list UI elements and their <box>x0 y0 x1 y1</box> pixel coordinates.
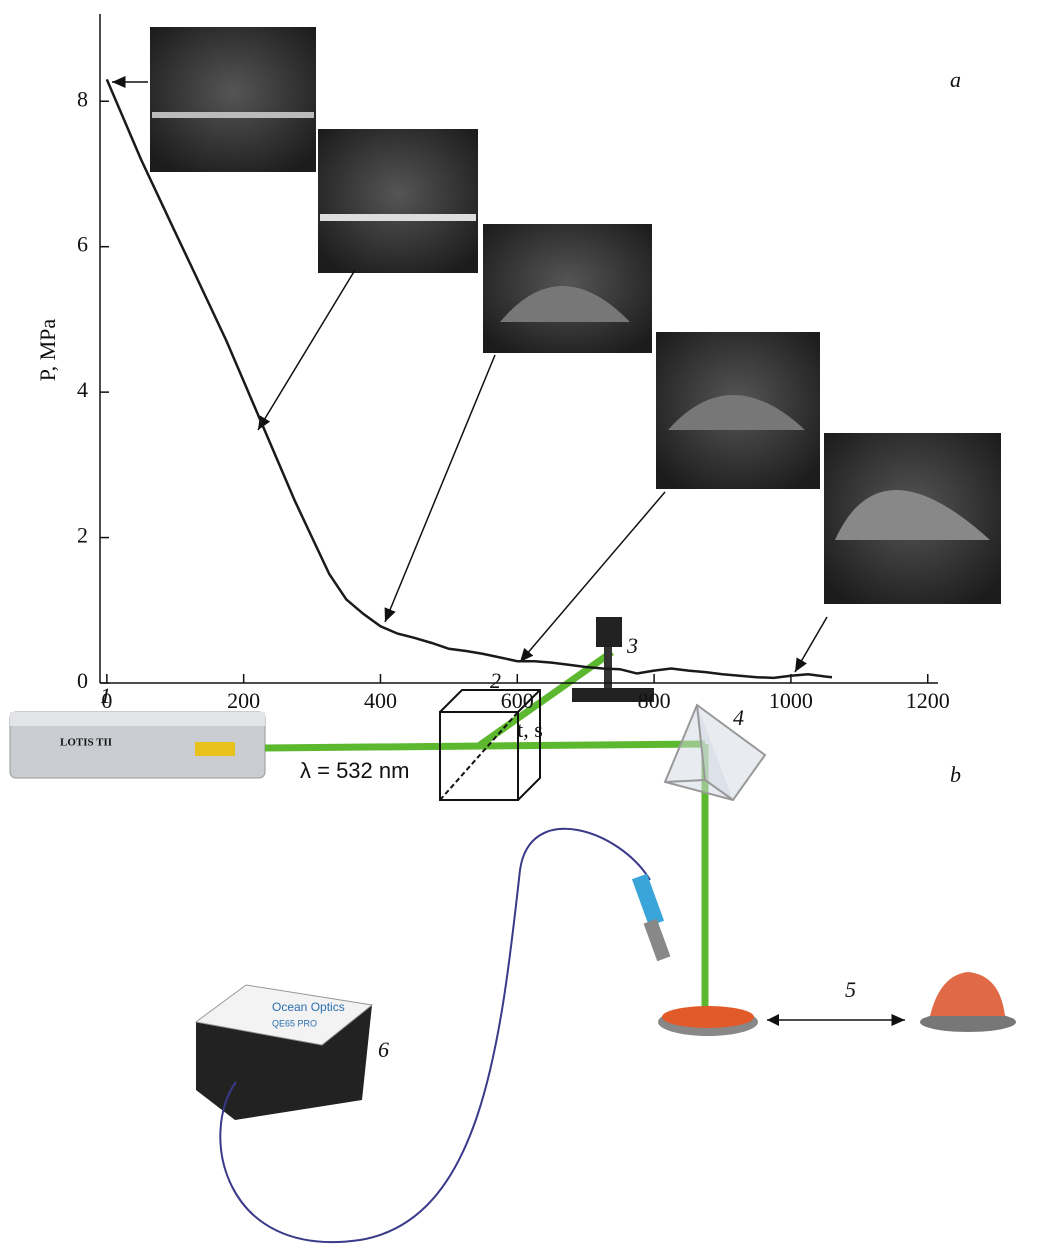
beam-splitter <box>439 689 541 801</box>
spectrometer-model: QE65 PRO <box>272 1018 317 1028</box>
laser-brand: LOTIS TII <box>60 737 112 749</box>
device-label: 4 <box>733 705 744 730</box>
data-line <box>105 78 833 680</box>
sample <box>658 972 1016 1036</box>
y-tick-label: 6 <box>77 232 88 257</box>
x-tick-label: 1000 <box>769 688 813 713</box>
device-label: 2 <box>490 668 501 693</box>
device-label: 5 <box>845 977 856 1002</box>
x-tick-label: 200 <box>227 688 260 713</box>
spectrometer-brand: Ocean Optics <box>272 1000 345 1014</box>
prism <box>663 703 767 802</box>
device-label: 1 <box>100 683 111 708</box>
photo-arrows <box>112 76 828 673</box>
x-axis-label: t, s <box>517 717 543 742</box>
y-tick-label: 0 <box>77 668 88 693</box>
y-tick-label: 4 <box>77 377 88 402</box>
spectrometer: Ocean Optics QE65 PRO <box>194 827 671 1243</box>
y-axis-label: P, MPa <box>35 319 60 382</box>
photos <box>150 27 1001 604</box>
device-label: 6 <box>378 1037 389 1062</box>
wavelength-label: λ = 532 nm <box>300 758 409 783</box>
x-tick-label: 1200 <box>906 688 950 713</box>
panel-label: a <box>950 67 961 92</box>
y-tick-label: 8 <box>77 86 88 111</box>
x-tick-label: 800 <box>638 688 671 713</box>
laser: LOTIS TII <box>9 711 266 779</box>
x-tick-label: 400 <box>364 688 397 713</box>
x-tick-label: 600 <box>501 688 534 713</box>
panel-label: b <box>950 762 961 787</box>
device-label: 3 <box>626 633 638 658</box>
y-tick-label: 2 <box>77 523 88 548</box>
x-tick-label: 0 <box>101 688 112 713</box>
